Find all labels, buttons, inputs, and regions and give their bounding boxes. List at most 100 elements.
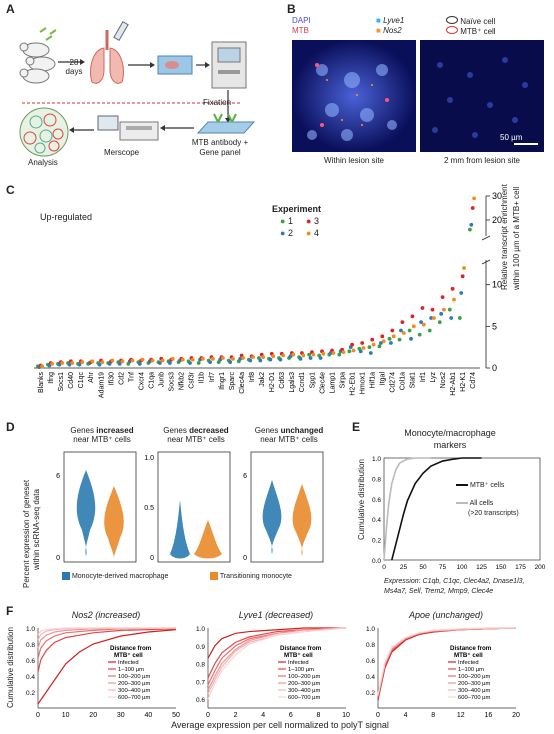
c-category-label: Cd40 xyxy=(68,372,75,389)
c-category-label: Ahr xyxy=(88,371,95,383)
c-category-label: Cxcr4 xyxy=(138,372,145,390)
mtb-antibody-label: MTB antibody + xyxy=(191,138,249,147)
e-legend-all-sub: (>20 transcripts) xyxy=(468,510,519,517)
c-data-point xyxy=(281,353,286,358)
c-data-point xyxy=(168,361,172,365)
c-data-point xyxy=(368,351,373,355)
experiment-legend-title: Experiment xyxy=(272,204,322,214)
nos2-legend: ■ Nos2 xyxy=(376,26,402,35)
c-data-point xyxy=(77,362,82,367)
c-category-label: Ifi30 xyxy=(108,372,115,385)
panel-b-label: B xyxy=(287,2,296,16)
f-legend-item: 200–300 µm xyxy=(118,681,151,687)
f-series-line xyxy=(37,627,176,635)
c-ytick-label: 20 xyxy=(492,215,502,225)
f-legend-item: 100–200 µm xyxy=(118,674,151,680)
c-data-point xyxy=(251,355,255,360)
c-category-label: Cd63 xyxy=(279,372,286,389)
micrograph-distant xyxy=(420,40,544,152)
chart-f-lyve1: 0.6 0.7 0.8 0.9 1.0 0 2 4 6 8 10 Distance fromMTB⁺ … xyxy=(196,626,350,719)
f-series-line xyxy=(207,627,347,691)
f-legend-title: Distance from xyxy=(280,645,322,652)
c-data-point xyxy=(407,328,412,333)
e-ytick-label: 0.0 xyxy=(372,558,381,565)
d-violin-plots: 6 0 1.0 0.5 0 6 0 xyxy=(56,451,324,563)
f-title-apoe: Apoe (unchanged) xyxy=(408,610,484,620)
f-legend-item: 1–100 µm xyxy=(288,667,314,673)
c-data-point xyxy=(447,307,452,312)
c-data-point xyxy=(261,355,266,360)
f-series-line xyxy=(37,628,177,673)
violin-panel-increased: 6 0 xyxy=(56,451,137,563)
e-plot-frame xyxy=(383,457,541,561)
lungs-icon xyxy=(90,30,124,84)
d-title-unchanged: Genes unchanged near MTB⁺ cells xyxy=(254,426,324,444)
f-xtick-label: 8 xyxy=(431,712,435,719)
c-data-point xyxy=(450,286,455,291)
f-series-line xyxy=(377,627,517,697)
f-series-line xyxy=(377,627,517,697)
c-data-point xyxy=(307,352,312,357)
c-category-label: Irf1 xyxy=(420,372,427,382)
f-ytick-label: 0.6 xyxy=(366,658,375,665)
f-legend-item: Infected xyxy=(118,660,139,666)
c-category-label: Sirpa xyxy=(339,372,346,388)
c-data-point xyxy=(377,344,382,349)
c-category-label: Ccnd1 xyxy=(299,372,306,392)
c-data-point xyxy=(190,357,195,362)
c-data-point xyxy=(308,356,313,360)
f-xtick-label: 16 xyxy=(485,712,493,719)
c-data-point xyxy=(432,316,436,320)
f-ylabel: Cumulative distribution xyxy=(6,627,15,708)
c-data-point xyxy=(60,361,65,365)
f-series-line xyxy=(377,627,517,699)
d-title-decreased: Genes decreased near MTB⁺ cells xyxy=(163,426,229,444)
panel-a-schematic xyxy=(19,21,256,157)
f-xtick-label: 20 xyxy=(89,712,97,719)
gene-panel-label: Gene panel xyxy=(199,148,241,157)
c-category-label: Itgal xyxy=(380,372,387,386)
violin-monocyte xyxy=(194,520,222,559)
mtb-cell-legend: MTB⁺ cell xyxy=(446,26,496,36)
c-data-point xyxy=(271,354,276,359)
c-data-point xyxy=(160,358,165,363)
c-data-point xyxy=(180,357,185,362)
f-xtick-label: 4 xyxy=(404,712,408,719)
c-data-point xyxy=(378,341,383,345)
f-legend-title: MTB⁺ cell xyxy=(454,652,483,659)
f-xtick-label: 0 xyxy=(206,712,210,719)
c-data-point xyxy=(228,360,233,365)
c-category-label: Jak2 xyxy=(259,372,266,387)
c-data-point xyxy=(430,307,435,312)
c-data-point xyxy=(360,341,365,345)
c-category-label: Socs3 xyxy=(169,372,176,392)
e-xtick-label: 75 xyxy=(439,564,447,571)
syringe-icon xyxy=(113,21,129,41)
c-data-point xyxy=(208,360,212,365)
violin-monocyte xyxy=(104,486,124,558)
c-data-point xyxy=(410,314,415,319)
f-legend-item: 600–700 µm xyxy=(288,695,321,701)
c-category-label: Hif1a xyxy=(370,372,377,388)
c-data-point xyxy=(472,196,476,201)
d-legend-macrophage: Monocyte-derived macrophage xyxy=(62,572,168,580)
e-xtick-label: 50 xyxy=(419,564,427,571)
c-data-point xyxy=(389,341,393,345)
merscope-label: Merscope xyxy=(104,148,140,157)
antibody-slide-icon xyxy=(196,113,256,134)
e-xtick-label: 200 xyxy=(535,564,546,571)
f-xtick-label: 2 xyxy=(234,712,238,719)
c-data-point xyxy=(400,320,405,325)
c-ylabel-2: within 100 µm of a MTB+ cell xyxy=(512,186,521,290)
c-data-point xyxy=(437,320,442,325)
f-legend-item: 300–400 µm xyxy=(458,688,491,694)
c-data-point xyxy=(417,332,422,337)
c-data-point xyxy=(200,356,205,361)
c-category-label: Blanks xyxy=(38,372,45,394)
c-data-point xyxy=(409,336,413,341)
c-data-point xyxy=(469,222,474,227)
f-xtick-label: 8 xyxy=(316,712,320,719)
f-ytick-label: 0.4 xyxy=(366,674,375,681)
f-series-line xyxy=(207,627,346,659)
f-ytick-label: 0.9 xyxy=(196,644,205,651)
